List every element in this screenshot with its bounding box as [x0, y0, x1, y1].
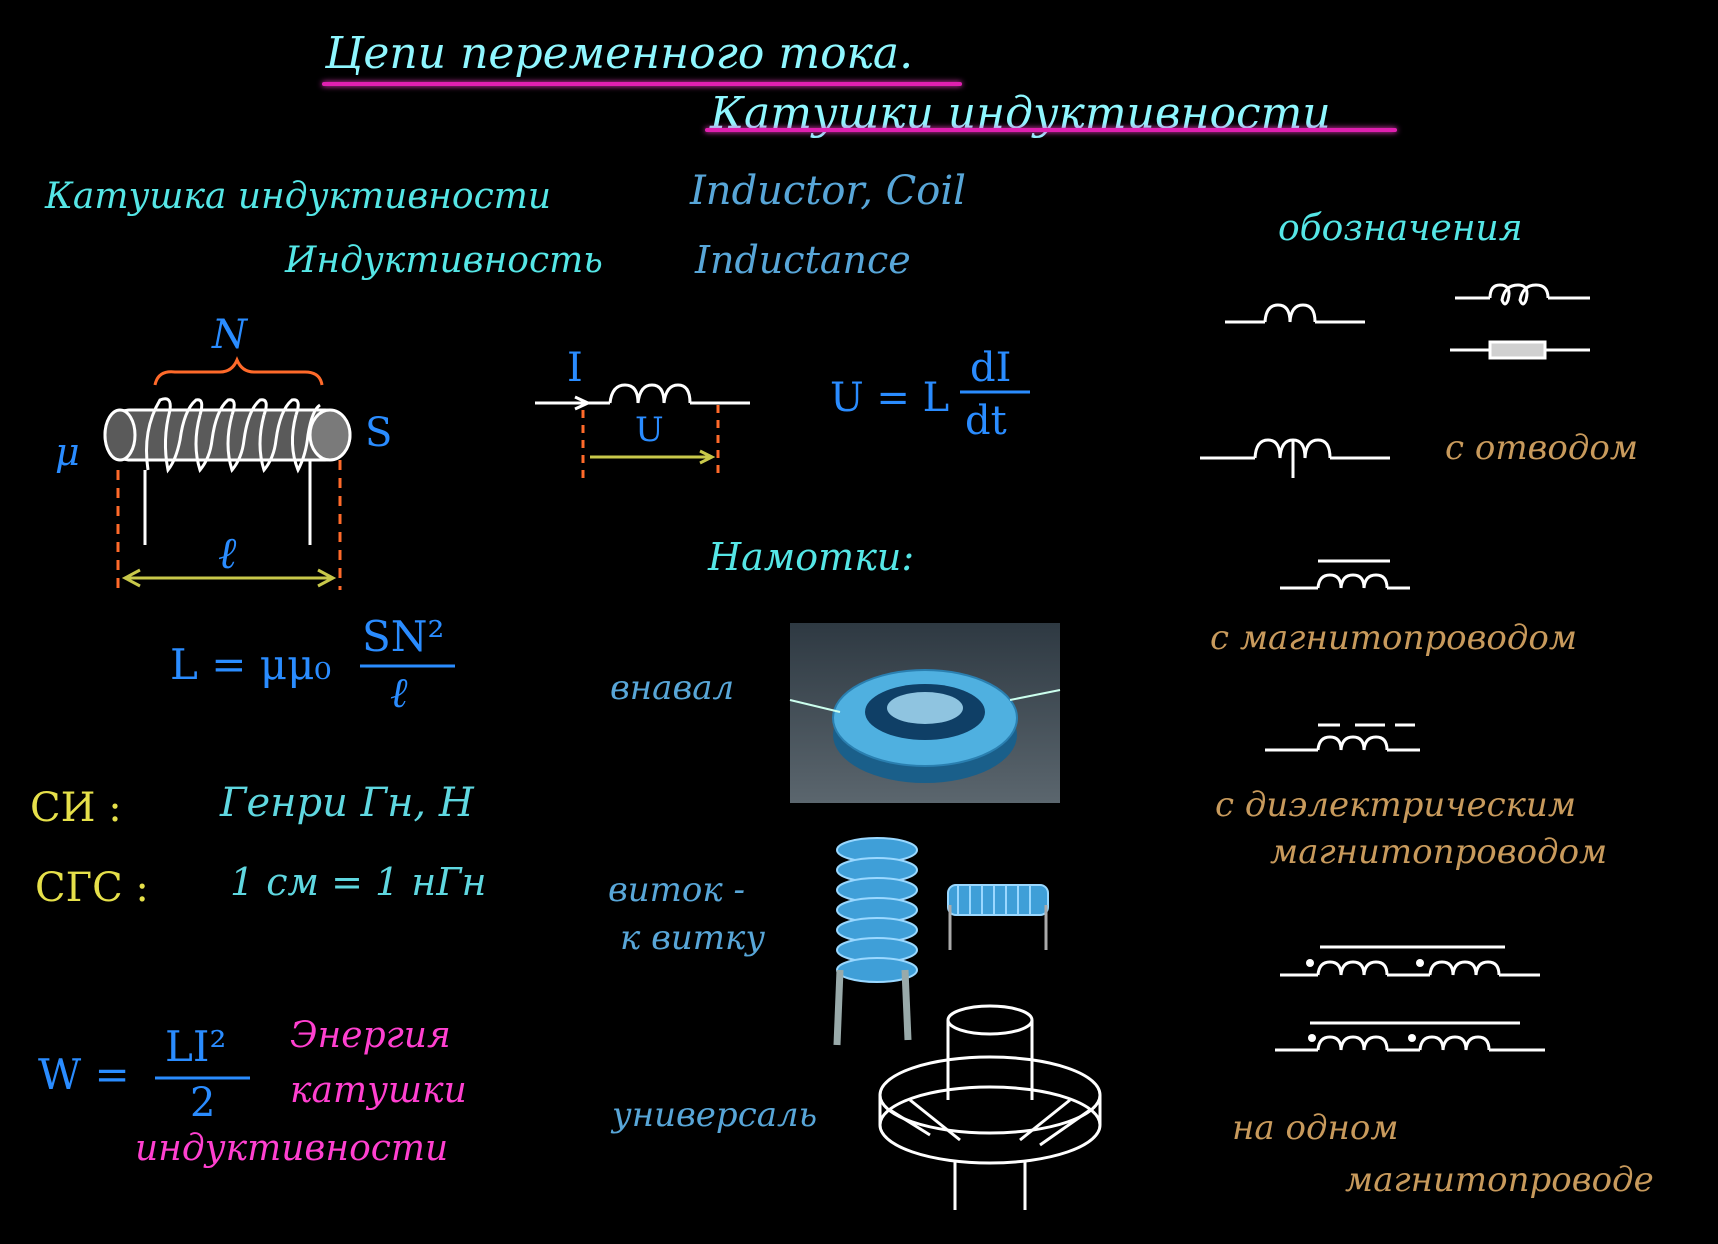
energy-formula-lhs: W =: [38, 1050, 130, 1099]
voltage-label: U: [635, 410, 664, 450]
winding-type-universal: универсаль: [612, 1095, 818, 1135]
current-label: I: [567, 345, 583, 391]
term-inductance-ru: Индуктивность: [285, 240, 603, 281]
symbol-common-core: [1275, 945, 1545, 1052]
winding-type-bulk: внавал: [610, 668, 735, 708]
windings-heading: Намотки:: [708, 535, 915, 579]
term-inductance-en: Inductance: [695, 238, 911, 282]
symbol-inductor-1: [1225, 303, 1365, 324]
voltage-formula-num: dI: [970, 345, 1012, 391]
si-label: СИ :: [30, 785, 122, 831]
energy-caption-2: катушки: [290, 1070, 467, 1111]
cgs-value: 1 см = 1 нГн: [230, 860, 487, 904]
mu-label: μ: [55, 430, 80, 474]
title-underline-2: [705, 128, 1397, 132]
symbol-inductor-2: [1455, 283, 1590, 306]
inductance-formula-den: ℓ: [390, 668, 408, 717]
symbol-dielectric-core: [1265, 723, 1420, 752]
photo-toroid: [789, 623, 1061, 803]
term-coil-ru: Катушка индуктивности: [45, 176, 552, 217]
inductor-symbol: [608, 383, 692, 404]
inductance-formula-lhs: L = μμ₀: [170, 640, 332, 689]
area-label: S: [365, 410, 393, 456]
turns-label: N: [212, 312, 247, 358]
symbol-inductor-3: [1450, 340, 1590, 360]
term-coil-en: Inductor, Coil: [690, 168, 966, 214]
energy-caption-3: индуктивности: [135, 1128, 449, 1169]
cgs-label: СГС :: [35, 865, 149, 911]
solenoid-turns: [145, 397, 321, 474]
turns-brace: [153, 356, 324, 386]
symbol-tap-label: с отводом: [1445, 428, 1639, 468]
title-line-1: Цепи переменного тока.: [325, 28, 914, 79]
winding-type-turn-to-turn-1: виток -: [608, 870, 745, 910]
symbol-dielectric-label-2: магнитопроводом: [1270, 832, 1608, 872]
energy-formula-den: 2: [190, 1080, 216, 1126]
photo-spring-coils: [833, 837, 1049, 1046]
symbol-core-label: с магнитопроводом: [1210, 618, 1578, 658]
title-underline-1: [322, 82, 962, 86]
length-label: ℓ: [218, 528, 237, 579]
voltage-formula-lhs: U = L: [830, 375, 950, 421]
symbols-heading: обозначения: [1278, 208, 1523, 249]
symbol-common-label-1: на одном: [1232, 1108, 1399, 1148]
energy-caption-1: Энергия: [290, 1015, 451, 1056]
voltage-formula-den: dt: [965, 398, 1007, 444]
symbol-core: [1280, 559, 1410, 590]
symbol-dielectric-label-1: с диэлектрическим: [1215, 785, 1577, 825]
si-value: Генри Гн, H: [220, 780, 474, 826]
symbol-tap: [1200, 438, 1390, 478]
symbol-common-label-2: магнитопроводе: [1345, 1160, 1654, 1200]
inductance-formula-num: SN²: [362, 612, 445, 661]
energy-formula-num: LI²: [165, 1022, 227, 1071]
winding-type-turn-to-turn-2: к витку: [620, 918, 766, 958]
photo-universal-winding: [878, 1004, 1102, 1210]
